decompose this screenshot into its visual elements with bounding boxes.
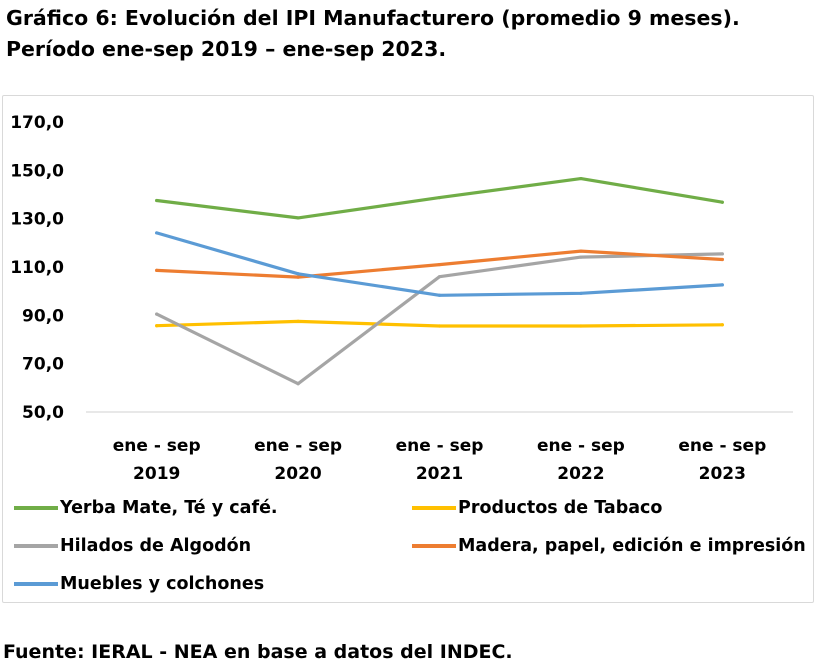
source-note: Fuente: IERAL - NEA en base a datos del …	[3, 641, 513, 663]
series-point-0	[155, 198, 159, 203]
x-tick-label: 2020	[274, 464, 321, 484]
series-point-0	[579, 176, 583, 181]
chart-frame	[2, 95, 814, 603]
series-point-0	[437, 196, 442, 200]
x-tick-label: 2021	[416, 464, 463, 484]
series-point-1	[579, 324, 583, 328]
series-point-0	[720, 200, 724, 204]
series-point-4	[579, 291, 583, 295]
series-point-4	[155, 231, 159, 235]
series-point-2	[296, 382, 300, 386]
x-tick-label: ene - sep	[537, 436, 625, 456]
series-point-3	[437, 262, 442, 267]
x-tick-label: 2022	[557, 464, 604, 484]
title-line-1: Gráfico 6: Evolución del IPI Manufacture…	[6, 6, 740, 30]
series-point-1	[296, 319, 300, 323]
title-line-2: Período ene-sep 2019 – ene-sep 2023.	[6, 37, 447, 61]
y-tick-label: 110,0	[10, 258, 64, 278]
x-tick-label: ene - sep	[113, 436, 201, 456]
y-tick-label: 50,0	[22, 403, 64, 423]
series-point-2	[437, 275, 442, 279]
series-point-3	[720, 257, 724, 262]
x-tick-label: ene - sep	[678, 436, 766, 456]
series-point-1	[437, 324, 442, 328]
series-point-1	[155, 324, 159, 328]
series-point-4	[296, 272, 300, 276]
chart-title: Gráfico 6: Evolución del IPI Manufacture…	[6, 3, 740, 65]
series-point-3	[155, 268, 159, 272]
x-tick-label: ene - sep	[396, 436, 484, 456]
x-tick-label: 2023	[699, 464, 746, 484]
series-point-3	[579, 249, 583, 253]
y-tick-label: 70,0	[22, 355, 64, 375]
y-tick-label: 150,0	[10, 161, 64, 181]
y-tick-label: 90,0	[22, 306, 64, 326]
x-tick-label: 2019	[133, 464, 180, 484]
series-point-2	[155, 312, 159, 316]
series-point-4	[437, 293, 442, 297]
series-point-4	[720, 283, 724, 287]
x-tick-label: ene - sep	[254, 436, 342, 456]
y-tick-label: 170,0	[10, 113, 64, 133]
series-point-2	[579, 255, 583, 259]
y-tick-label: 130,0	[10, 210, 64, 230]
series-point-3	[296, 275, 300, 279]
series-point-0	[296, 216, 300, 220]
series-point-1	[720, 323, 724, 327]
series-point-2	[720, 252, 724, 256]
